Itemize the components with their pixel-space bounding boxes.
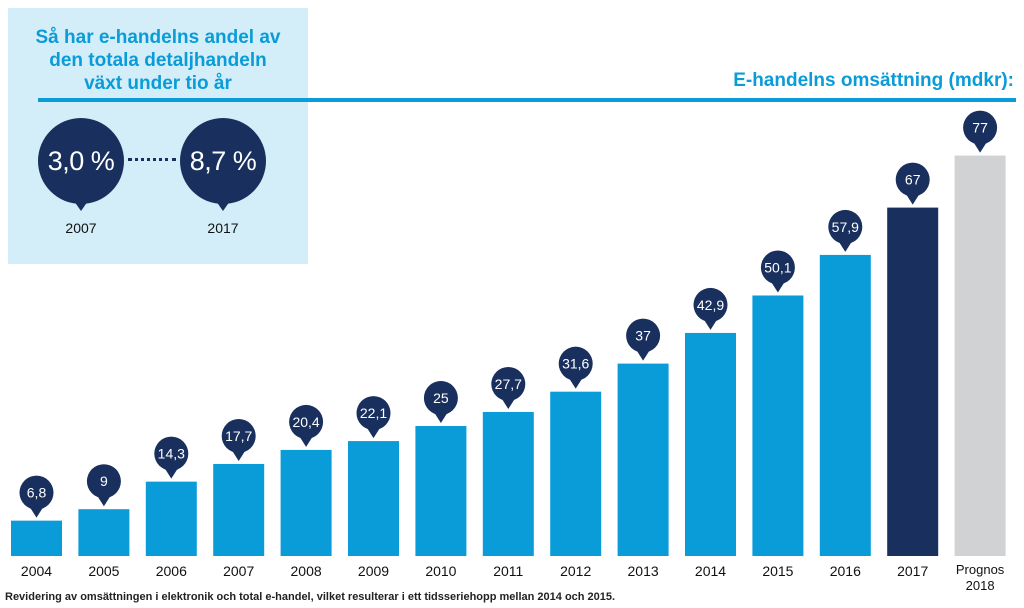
x-tick-label: 2012 xyxy=(560,563,591,579)
value-bubble xyxy=(154,436,189,471)
x-tick-label: 2005 xyxy=(88,563,119,579)
x-tick-label: 2014 xyxy=(695,563,726,579)
x-tick-label: 2007 xyxy=(223,563,254,579)
x-tick-label: 2008 xyxy=(291,563,322,579)
bar xyxy=(280,449,332,556)
x-tick-label: 2015 xyxy=(762,563,793,579)
value-bubble-tail xyxy=(703,318,718,330)
value-bubble xyxy=(491,366,526,401)
chart-title: E-handelns omsättning (mdkr): xyxy=(733,70,1014,91)
value-bubble-tail xyxy=(973,141,988,153)
value-bubble xyxy=(19,475,54,510)
value-label: 57,9 xyxy=(832,219,859,235)
value-bubble xyxy=(760,250,795,285)
share-2017-pin: 8,7 % xyxy=(180,118,266,211)
value-label: 37 xyxy=(635,328,651,344)
value-label: 25 xyxy=(433,390,449,406)
bar xyxy=(954,155,1006,556)
value-bubble xyxy=(693,287,728,322)
value-bubble-tail xyxy=(299,435,314,447)
value-bubble-tail xyxy=(501,397,516,409)
inset-title-line: den totala detaljhandeln xyxy=(49,50,267,71)
value-bubble-tail xyxy=(905,193,920,205)
x-tick-label: 2017 xyxy=(897,563,928,579)
value-label: 50,1 xyxy=(764,259,791,275)
bar xyxy=(415,426,467,556)
value-label: 67 xyxy=(905,172,921,188)
value-bubble xyxy=(221,418,256,453)
bar xyxy=(482,411,534,556)
value-bubble-tail xyxy=(838,240,853,252)
value-bubble-tail xyxy=(636,349,651,361)
bar xyxy=(78,509,130,556)
bar xyxy=(348,441,399,556)
value-label: 22,1 xyxy=(360,405,387,421)
value-label: 27,7 xyxy=(495,376,522,392)
value-bubble-tail xyxy=(164,467,179,479)
x-tick-label: 2018 xyxy=(966,578,995,593)
value-label: 9 xyxy=(100,473,108,489)
value-bubble xyxy=(356,396,391,431)
value-label: 14,3 xyxy=(158,446,185,462)
value-bubble xyxy=(289,404,324,439)
x-tick-label: Prognos xyxy=(956,562,1005,577)
value-bubble xyxy=(963,110,998,145)
bar xyxy=(617,363,669,556)
value-label: 31,6 xyxy=(562,356,589,372)
value-bubble-tail xyxy=(96,495,111,507)
footnote: Revidering av omsättningen i elektronik … xyxy=(5,591,616,603)
x-tick-label: 2011 xyxy=(493,563,523,579)
value-label: 6,8 xyxy=(27,485,47,501)
dotted-connector xyxy=(128,158,176,161)
value-label: 20,4 xyxy=(292,414,319,430)
bar xyxy=(887,207,939,556)
value-bubble xyxy=(828,209,863,244)
value-label: 42,9 xyxy=(697,297,724,313)
share-2017-year: 2017 xyxy=(207,220,239,236)
x-tick-label: 2010 xyxy=(425,563,456,579)
x-tick-label: 2009 xyxy=(358,563,389,579)
share-2007-pin: 3,0 % xyxy=(38,118,124,211)
share-2007-year: 2007 xyxy=(65,220,97,236)
x-tick-label: 2016 xyxy=(830,563,861,579)
value-bubble-tail xyxy=(770,281,785,293)
value-bubble xyxy=(626,318,661,353)
bar xyxy=(685,332,736,556)
bar xyxy=(145,481,197,556)
value-bubble-tail xyxy=(366,427,381,439)
value-bubble-tail xyxy=(568,377,583,389)
x-tick-label: 2004 xyxy=(21,563,52,579)
bar xyxy=(752,295,804,556)
value-label: 77 xyxy=(972,120,988,136)
value-bubble xyxy=(423,381,458,415)
value-bubble xyxy=(86,464,121,499)
value-bubble xyxy=(558,346,593,381)
x-tick-label: 2013 xyxy=(628,563,659,579)
bar xyxy=(550,391,602,556)
value-bubble-tail xyxy=(433,412,448,423)
value-bubble xyxy=(895,162,930,197)
inset-title: Så har e-handelns andel av den totala de… xyxy=(8,26,308,95)
title-rule xyxy=(38,98,1016,102)
inset-title-line: växt under tio år xyxy=(84,73,232,94)
bar xyxy=(213,463,265,556)
inset-title-line: Så har e-handelns andel av xyxy=(35,27,281,48)
x-tick-label: 2006 xyxy=(156,563,187,579)
value-bubble-tail xyxy=(29,506,44,518)
value-label: 17,7 xyxy=(225,428,252,444)
bar xyxy=(11,520,62,556)
bar xyxy=(819,254,871,557)
value-bubble-tail xyxy=(231,449,246,461)
